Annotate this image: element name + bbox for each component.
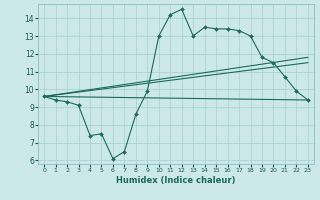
X-axis label: Humidex (Indice chaleur): Humidex (Indice chaleur): [116, 176, 236, 185]
